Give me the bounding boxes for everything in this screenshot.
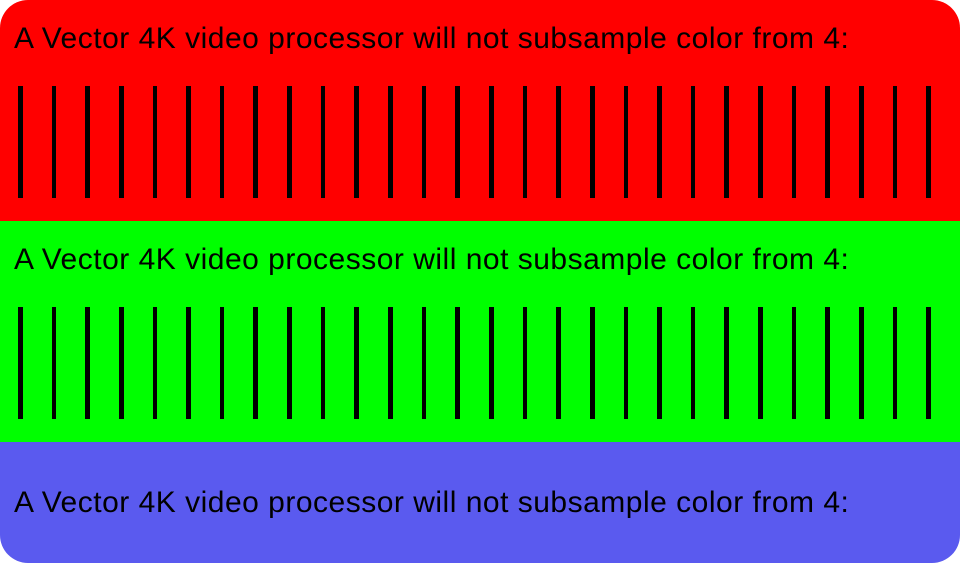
tick-mark [724,86,729,198]
tick-mark [926,307,931,419]
tick-mark [153,307,158,419]
tick-mark [321,307,326,419]
tick-mark [422,86,427,198]
tick-mark [153,86,158,198]
tick-mark [624,86,629,198]
tick-mark [657,307,662,419]
tick-mark [85,307,90,419]
tick-mark [724,307,729,419]
tick-mark [220,86,225,198]
band-green: A Vector 4K video processor will not sub… [0,221,960,442]
tick-mark [186,307,191,419]
tick-mark [220,307,225,419]
tick-mark [119,86,124,198]
tick-mark [590,86,595,198]
tick-mark [186,86,191,198]
tick-mark [556,307,561,419]
tick-mark [287,307,292,419]
band-blue-caption: A Vector 4K video processor will not sub… [14,486,849,520]
tick-mark [287,86,292,198]
tick-mark [691,307,696,419]
band-red-ticks [18,86,960,198]
tick-mark [523,86,528,198]
band-red: A Vector 4K video processor will not sub… [0,0,960,221]
tick-mark [489,86,494,198]
tick-mark [119,307,124,419]
tick-mark [792,86,797,198]
tick-mark [52,307,57,419]
tick-mark [590,307,595,419]
tick-mark [388,307,393,419]
tick-mark [758,307,763,419]
tick-mark [758,86,763,198]
tick-mark [893,86,898,198]
tick-mark [624,307,629,419]
tick-mark [422,307,427,419]
tick-mark [489,307,494,419]
tick-mark [825,307,830,419]
tick-mark [253,86,258,198]
tick-mark [691,86,696,198]
tick-mark [825,86,830,198]
tick-mark [556,86,561,198]
band-green-ticks [18,307,960,419]
band-blue: A Vector 4K video processor will not sub… [0,442,960,563]
band-green-caption: A Vector 4K video processor will not sub… [14,243,849,277]
tick-mark [523,307,528,419]
tick-mark [926,86,931,198]
tick-mark [321,86,326,198]
tick-mark [859,307,864,419]
band-red-caption: A Vector 4K video processor will not sub… [14,22,849,56]
tick-mark [455,86,460,198]
color-test-card: A Vector 4K video processor will not sub… [0,0,960,563]
tick-mark [52,86,57,198]
tick-mark [893,307,898,419]
tick-mark [388,86,393,198]
tick-mark [18,307,23,419]
tick-mark [792,307,797,419]
tick-mark [455,307,460,419]
tick-mark [657,86,662,198]
tick-mark [354,86,359,198]
tick-mark [253,307,258,419]
tick-mark [859,86,864,198]
tick-mark [354,307,359,419]
tick-mark [18,86,23,198]
tick-mark [85,86,90,198]
